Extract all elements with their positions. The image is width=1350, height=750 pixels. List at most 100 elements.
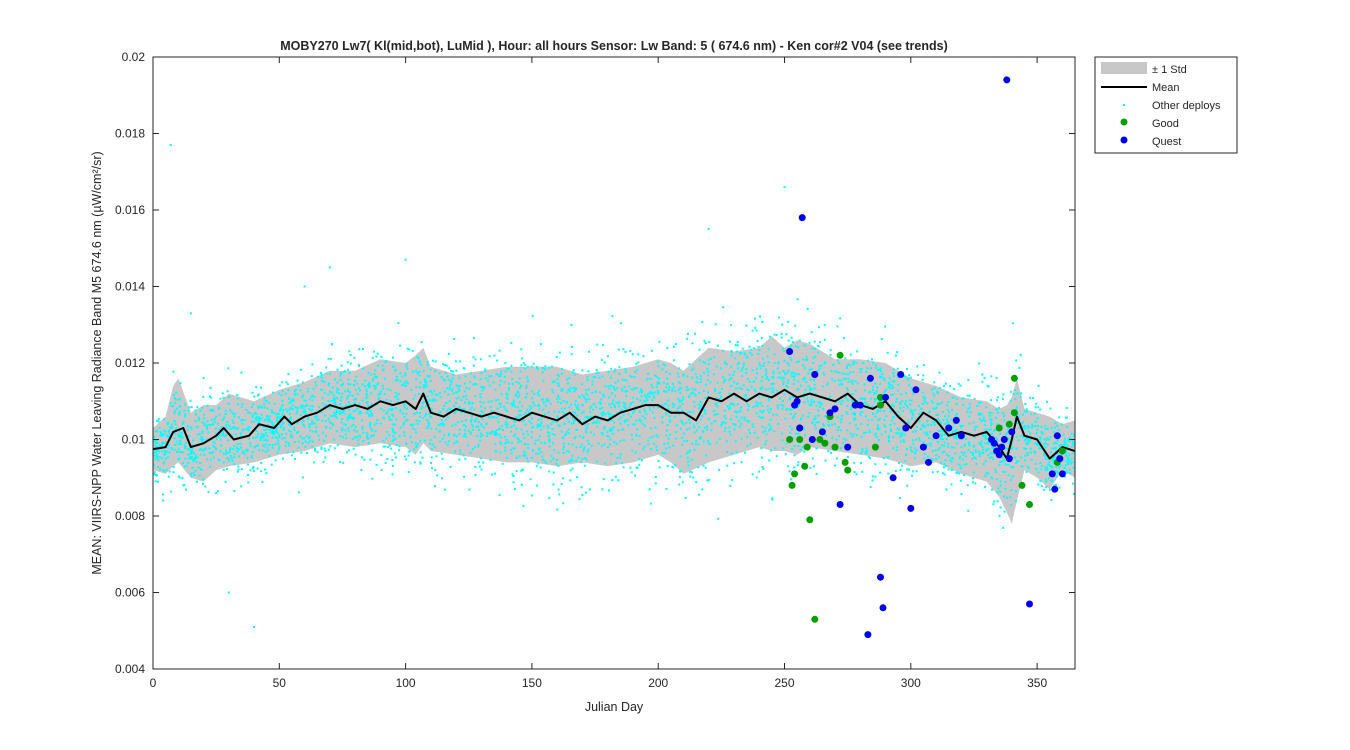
other-deploy-point bbox=[644, 410, 647, 413]
other-deploy-point bbox=[992, 503, 995, 506]
other-deploy-point bbox=[191, 456, 194, 459]
other-deploy-point bbox=[300, 395, 303, 398]
other-deploy-point bbox=[497, 420, 500, 423]
other-deploy-point bbox=[823, 323, 826, 326]
other-deploy-point bbox=[419, 412, 422, 414]
other-deploy-point bbox=[456, 385, 459, 388]
quest-point bbox=[990, 439, 998, 447]
other-deploy-point bbox=[670, 409, 672, 412]
other-deploy-point bbox=[923, 453, 926, 455]
other-deploy-point bbox=[909, 446, 912, 449]
good-point bbox=[844, 466, 852, 474]
other-deploy-point bbox=[359, 435, 362, 438]
other-deploy-point bbox=[178, 430, 181, 433]
other-deploy-point bbox=[782, 380, 785, 383]
other-deploy-point bbox=[1027, 440, 1029, 443]
other-deploy-point bbox=[591, 422, 594, 425]
other-deploy-point bbox=[758, 362, 761, 365]
other-deploy-point bbox=[1043, 438, 1046, 441]
other-deploy-point bbox=[332, 399, 335, 402]
other-deploy-point bbox=[554, 434, 557, 436]
other-deploy-point bbox=[429, 438, 432, 441]
quest-point bbox=[877, 573, 884, 581]
other-deploy-point bbox=[694, 373, 697, 376]
other-deploy-point bbox=[264, 418, 267, 421]
other-deploy-point bbox=[644, 400, 647, 403]
other-deploy-point bbox=[311, 408, 314, 411]
other-deploy-point bbox=[759, 315, 761, 318]
other-deploy-point bbox=[951, 408, 953, 411]
other-deploy-point bbox=[1034, 452, 1037, 455]
other-deploy-point bbox=[838, 435, 840, 438]
other-deploy-point bbox=[699, 375, 702, 377]
other-deploy-point bbox=[169, 427, 172, 430]
other-deploy-point bbox=[724, 417, 727, 420]
other-deploy-point bbox=[738, 386, 741, 389]
other-deploy-point bbox=[536, 484, 539, 487]
other-deploy-point bbox=[235, 446, 238, 449]
other-deploy-point bbox=[468, 387, 471, 390]
other-deploy-point bbox=[449, 465, 452, 468]
other-deploy-point bbox=[528, 411, 531, 414]
other-deploy-point bbox=[950, 483, 953, 486]
other-deploy-point bbox=[1046, 468, 1049, 471]
other-deploy-point bbox=[629, 350, 632, 352]
other-deploy-point bbox=[540, 418, 543, 421]
other-deploy-point bbox=[180, 431, 183, 434]
other-deploy-point bbox=[293, 390, 296, 392]
other-deploy-point bbox=[156, 474, 159, 477]
other-deploy-point bbox=[154, 457, 157, 460]
other-deploy-point bbox=[709, 381, 712, 384]
other-deploy-point bbox=[987, 472, 990, 475]
other-deploy-point bbox=[358, 403, 361, 406]
other-deploy-point bbox=[853, 461, 856, 464]
other-deploy-point bbox=[975, 451, 977, 454]
other-deploy-point bbox=[777, 361, 780, 364]
other-deploy-point bbox=[838, 371, 841, 374]
other-deploy-point bbox=[578, 395, 581, 398]
other-deploy-point bbox=[544, 413, 547, 416]
other-deploy-point bbox=[390, 405, 393, 408]
other-deploy-point bbox=[937, 440, 939, 443]
other-deploy-point bbox=[630, 415, 632, 418]
other-deploy-point bbox=[682, 373, 685, 376]
other-deploy-point bbox=[803, 344, 806, 347]
other-deploy-point bbox=[923, 457, 926, 460]
other-deploy-point bbox=[246, 428, 249, 431]
other-deploy-point bbox=[156, 455, 159, 458]
other-deploy-point bbox=[333, 447, 336, 450]
other-deploy-point bbox=[742, 362, 745, 365]
other-deploy-point bbox=[787, 379, 790, 382]
other-deploy-point bbox=[1028, 440, 1031, 443]
other-deploy-point bbox=[411, 427, 414, 430]
good-point bbox=[1010, 374, 1018, 382]
other-deploy-point bbox=[943, 434, 946, 436]
other-deploy-point bbox=[728, 340, 731, 343]
other-deploy-point bbox=[945, 382, 947, 385]
other-deploy-point bbox=[1029, 451, 1032, 454]
other-deploy-point bbox=[562, 436, 565, 439]
other-deploy-point bbox=[391, 413, 394, 416]
other-deploy-point bbox=[201, 449, 204, 452]
other-deploy-point bbox=[968, 402, 971, 405]
other-deploy-point bbox=[970, 451, 972, 454]
other-deploy-point bbox=[863, 397, 866, 400]
other-deploy-point bbox=[495, 450, 498, 453]
other-deploy-point bbox=[256, 405, 259, 408]
other-deploy-point bbox=[557, 488, 560, 491]
other-deploy-point bbox=[655, 445, 658, 448]
other-deploy-point bbox=[584, 428, 587, 431]
other-deploy-point bbox=[678, 400, 681, 403]
other-deploy-point bbox=[405, 442, 407, 445]
other-deploy-point bbox=[1026, 465, 1029, 468]
other-deploy-point bbox=[288, 397, 291, 400]
other-deploy-point bbox=[1049, 464, 1052, 467]
other-deploy-point bbox=[1039, 437, 1042, 440]
other-deploy-point bbox=[1039, 462, 1042, 465]
other-deploy-point bbox=[842, 442, 845, 445]
other-deploy-point bbox=[270, 427, 273, 430]
other-deploy-point bbox=[258, 417, 261, 420]
other-deploy-point bbox=[982, 416, 985, 419]
other-deploy-point bbox=[388, 418, 391, 421]
other-deploy-point bbox=[654, 374, 656, 377]
